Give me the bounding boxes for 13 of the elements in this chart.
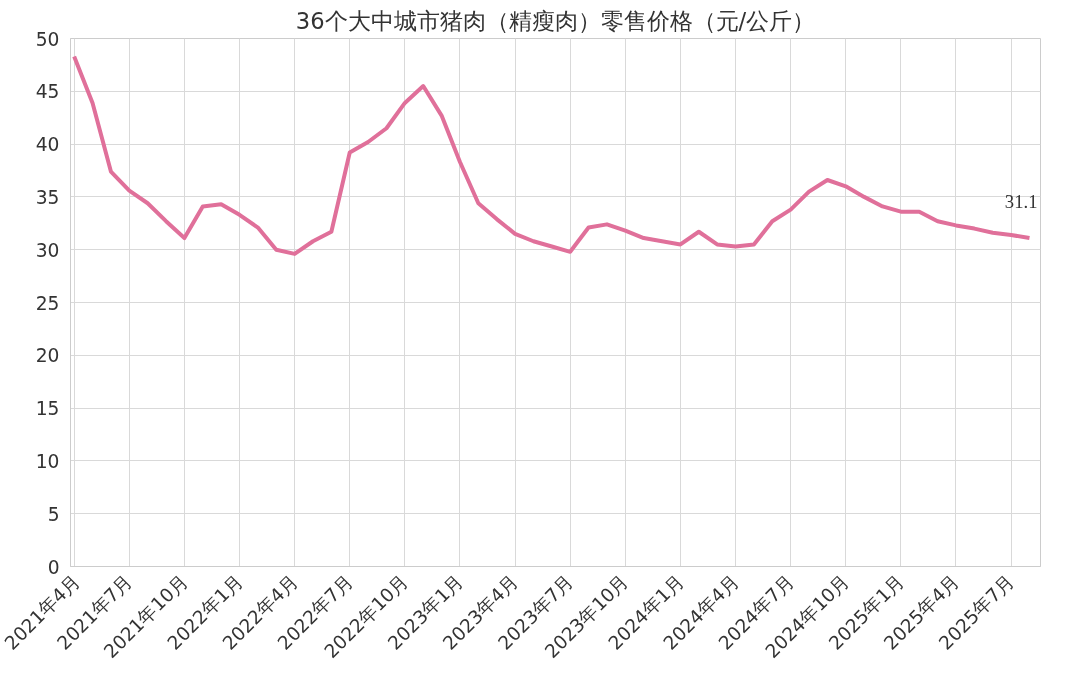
y-tick-label: 35 [35, 186, 60, 208]
y-tick-label: 50 [35, 28, 60, 50]
y-tick-label: 15 [35, 398, 60, 420]
y-tick-label: 40 [35, 134, 60, 156]
y-tick-label: 0 [47, 556, 60, 578]
y-tick-label: 10 [35, 450, 60, 472]
data-label: 31.1 [1004, 191, 1038, 213]
y-tick-label: 25 [35, 292, 60, 314]
y-tick-label: 20 [35, 345, 60, 367]
y-tick-label: 5 [47, 503, 60, 525]
chart-title: 36个大中城市猪肉（精瘦肉）零售价格（元/公斤） [295, 7, 816, 34]
y-tick-label: 45 [35, 81, 60, 103]
y-tick-label: 30 [35, 239, 60, 261]
